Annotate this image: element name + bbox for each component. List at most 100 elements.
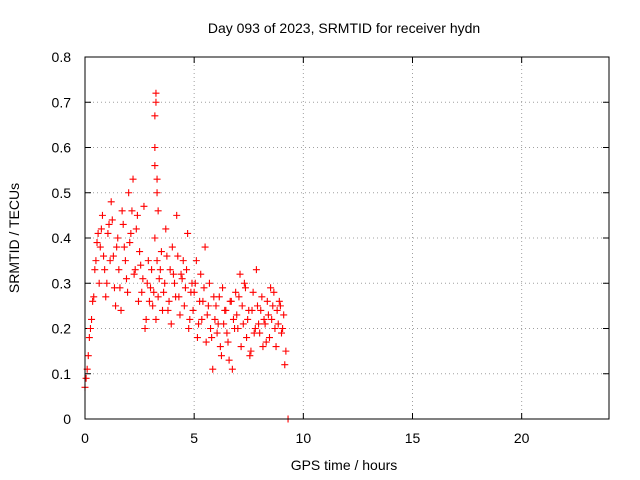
data-point bbox=[183, 266, 191, 274]
data-point bbox=[248, 306, 256, 314]
data-point bbox=[96, 243, 104, 251]
data-point bbox=[219, 284, 227, 292]
data-point bbox=[88, 315, 96, 323]
data-point bbox=[171, 279, 179, 287]
data-point bbox=[166, 266, 174, 274]
data-point bbox=[253, 302, 261, 310]
data-point bbox=[109, 252, 117, 260]
data-point bbox=[167, 320, 175, 328]
y-tick-label: 0.4 bbox=[52, 230, 72, 246]
data-point bbox=[260, 315, 268, 323]
data-point bbox=[258, 293, 266, 301]
data-point bbox=[153, 257, 161, 265]
data-point bbox=[185, 325, 193, 332]
data-point bbox=[117, 306, 125, 314]
data-point bbox=[172, 293, 180, 301]
data-point bbox=[195, 320, 203, 328]
data-point bbox=[273, 306, 281, 314]
data-point bbox=[137, 261, 145, 269]
data-point bbox=[100, 252, 108, 260]
data-point bbox=[278, 329, 285, 337]
data-point bbox=[267, 284, 275, 292]
data-point bbox=[97, 225, 105, 233]
data-point bbox=[140, 202, 148, 210]
data-point bbox=[82, 374, 90, 382]
data-point bbox=[149, 302, 157, 310]
data-point bbox=[113, 243, 121, 251]
data-point bbox=[129, 175, 137, 183]
data-point bbox=[176, 311, 184, 319]
data-point bbox=[169, 270, 177, 278]
data-point bbox=[274, 320, 282, 328]
x-axis-label: GPS time / hours bbox=[291, 457, 398, 473]
data-point bbox=[165, 297, 173, 305]
data-point bbox=[186, 315, 194, 323]
data-point bbox=[282, 347, 290, 355]
y-tick-label: 0.2 bbox=[52, 321, 72, 337]
data-point bbox=[204, 302, 212, 310]
data-point bbox=[249, 288, 257, 296]
data-point bbox=[101, 266, 109, 274]
data-point bbox=[239, 320, 247, 328]
data-point bbox=[196, 297, 204, 305]
x-tick-label: 15 bbox=[405, 430, 421, 446]
y-tick-label: 0.5 bbox=[52, 185, 72, 201]
data-point bbox=[262, 338, 270, 346]
data-point bbox=[261, 320, 269, 328]
data-point bbox=[103, 279, 111, 287]
data-point bbox=[224, 338, 232, 346]
data-point bbox=[250, 329, 258, 337]
data-point bbox=[115, 266, 123, 274]
data-point bbox=[121, 257, 129, 265]
data-point bbox=[201, 243, 209, 251]
data-point bbox=[275, 297, 283, 305]
data-point bbox=[251, 325, 259, 332]
x-tick-label: 10 bbox=[296, 430, 312, 446]
data-point bbox=[264, 311, 272, 319]
data-point bbox=[143, 279, 151, 287]
data-point bbox=[255, 320, 263, 328]
data-point bbox=[207, 325, 215, 332]
y-tick-label: 0.7 bbox=[52, 94, 72, 110]
data-point bbox=[193, 334, 201, 342]
data-point bbox=[142, 315, 150, 323]
data-point bbox=[168, 243, 176, 251]
gridlines bbox=[85, 57, 609, 419]
data-point bbox=[126, 239, 134, 247]
data-point bbox=[125, 189, 133, 197]
data-point bbox=[98, 211, 106, 219]
data-point bbox=[229, 315, 237, 323]
data-point bbox=[212, 302, 220, 310]
data-point bbox=[151, 162, 159, 170]
data-point bbox=[180, 302, 188, 310]
data-point bbox=[279, 325, 287, 332]
data-point bbox=[163, 252, 171, 260]
data-point bbox=[216, 343, 224, 351]
data-point bbox=[94, 229, 102, 237]
data-point bbox=[89, 297, 97, 305]
plot-frame bbox=[84, 56, 610, 420]
data-point bbox=[144, 257, 152, 265]
data-point bbox=[226, 297, 234, 305]
data-point bbox=[138, 288, 146, 296]
data-point bbox=[154, 293, 162, 301]
data-point bbox=[179, 257, 187, 265]
data-point bbox=[132, 225, 140, 233]
data-point bbox=[114, 234, 122, 242]
data-point bbox=[152, 98, 160, 106]
data-point bbox=[136, 248, 144, 256]
data-point bbox=[222, 306, 230, 314]
data-point bbox=[102, 293, 110, 301]
data-point bbox=[124, 288, 132, 296]
data-point bbox=[272, 343, 280, 351]
data-point bbox=[118, 207, 126, 215]
data-point bbox=[151, 144, 159, 151]
data-point bbox=[159, 306, 167, 314]
data-point bbox=[177, 270, 185, 278]
data-point bbox=[90, 293, 98, 301]
data-point bbox=[152, 89, 160, 97]
data-point bbox=[150, 288, 158, 296]
data-point bbox=[154, 207, 162, 215]
data-point bbox=[208, 334, 216, 342]
data-point bbox=[205, 279, 213, 287]
